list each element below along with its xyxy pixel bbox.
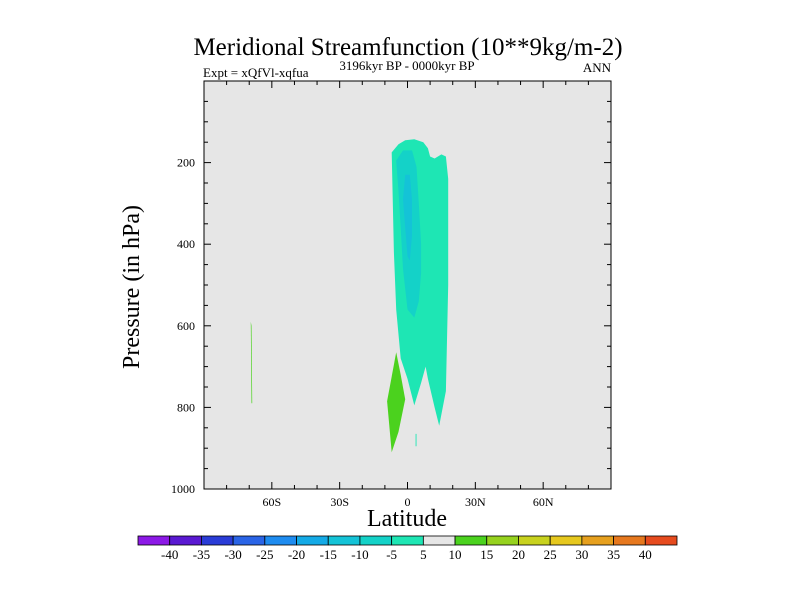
x-tick-label: 60S: [262, 495, 281, 509]
colorbar-label: -20: [288, 547, 305, 562]
colorbar-swatch: [232, 535, 266, 546]
colorbar-label: 40: [639, 547, 652, 562]
colorbar-swatch: [486, 535, 519, 546]
contour-regions: [250, 139, 449, 453]
colorbar-label: 30: [575, 547, 588, 562]
colorbar-swatch: [391, 535, 424, 546]
colorbar-swatch: [644, 535, 678, 546]
x-tick-label: 60N: [533, 495, 554, 509]
y-axis-title: Pressure (in hPa): [119, 205, 145, 369]
colorbar-swatch: [422, 535, 456, 546]
experiment-label: Expt = xQfVl-xqfua: [203, 65, 309, 80]
colorbar-label: -5: [386, 547, 397, 562]
colorbar-label: 20: [512, 547, 525, 562]
region-positive-cell-tropics: [387, 352, 406, 453]
colorbar-swatch: [169, 535, 202, 546]
y-tick-label: 1000: [171, 482, 195, 496]
colorbar-swatch: [137, 535, 171, 546]
colorbar-label: 5: [420, 547, 427, 562]
colorbar-label: -40: [161, 547, 178, 562]
colorbar-label: 35: [607, 547, 620, 562]
colorbar-label: -30: [224, 547, 241, 562]
y-tick-label: 200: [177, 156, 195, 170]
colorbar-swatch: [264, 535, 297, 546]
y-axis: 200 400 600 800 1000: [171, 80, 611, 496]
x-tick-label: 30N: [465, 495, 486, 509]
colorbar-swatch: [581, 535, 614, 546]
x-tick-label: 30S: [330, 495, 349, 509]
colorbar-swatch: [359, 535, 393, 546]
colorbar-swatch: [454, 535, 488, 546]
colorbar-label: -15: [320, 547, 337, 562]
colorbar-label: -35: [193, 547, 210, 562]
x-tick-label: 0: [405, 495, 411, 509]
region-negative-cell-core: [403, 174, 412, 261]
colorbar-swatch: [518, 535, 551, 546]
x-axis: 60S 30S 0 30N 60N: [203, 81, 612, 509]
colorbar-label: -10: [351, 547, 368, 562]
colorbar-swatch: [549, 535, 583, 546]
y-tick-label: 600: [177, 319, 195, 333]
colorbar-label: 15: [480, 547, 493, 562]
colorbar-label: 10: [449, 547, 462, 562]
colorbar-swatch: [613, 535, 646, 546]
y-tick-label: 800: [177, 400, 195, 414]
colorbar-label: -25: [256, 547, 273, 562]
region-positive-cell-southern: [250, 321, 253, 404]
x-axis-title: Latitude: [367, 506, 447, 532]
chart-title: Meridional Streamfunction (10**9kg/m-2): [193, 34, 622, 61]
colorbar-swatch: [327, 535, 361, 546]
period-label: 3196kyr BP - 0000kyr BP: [339, 58, 474, 73]
region-negative-fleck: [415, 433, 417, 447]
colorbar-swatch: [201, 535, 234, 546]
colorbar: -40 -35 -30 -25 -20 -15 -10 -5 5 10 15 20 25 30 35 40: [137, 535, 678, 562]
season-label: ANN: [583, 60, 612, 75]
colorbar-label: 25: [544, 547, 557, 562]
colorbar-swatch: [296, 535, 329, 546]
y-tick-label: 400: [177, 237, 195, 251]
